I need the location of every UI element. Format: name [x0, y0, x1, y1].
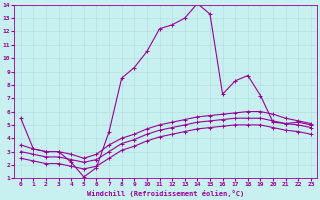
X-axis label: Windchill (Refroidissement éolien,°C): Windchill (Refroidissement éolien,°C) — [87, 190, 244, 197]
